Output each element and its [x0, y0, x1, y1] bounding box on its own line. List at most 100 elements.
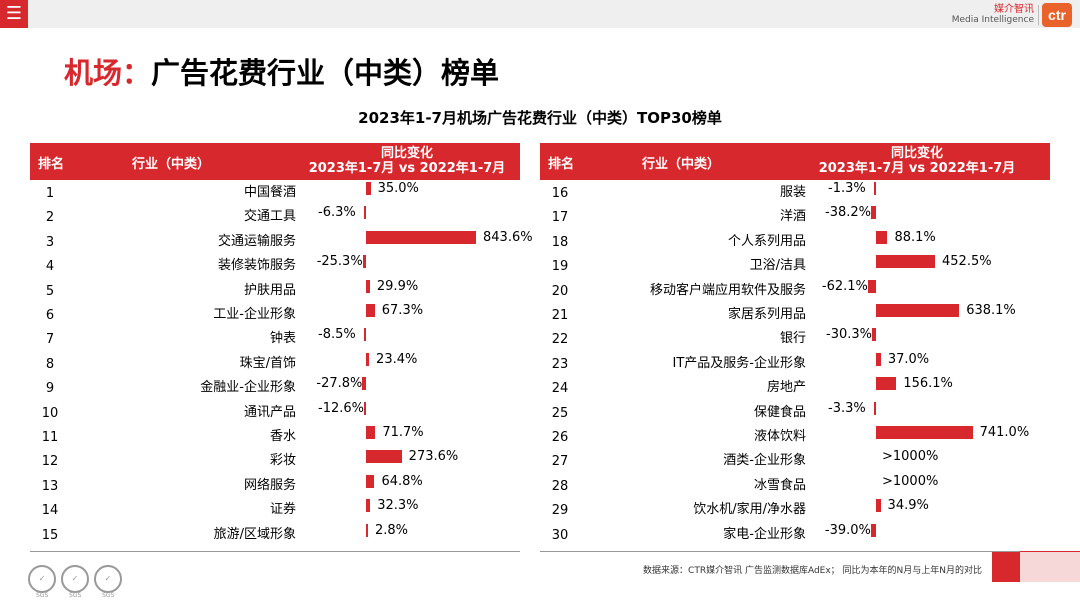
bar — [366, 426, 376, 439]
category-text: 交通运输服务 — [217, 233, 296, 249]
category-text: 通讯产品 — [243, 404, 296, 420]
bar — [876, 255, 935, 269]
rank-label: 13 — [30, 473, 70, 497]
bar — [876, 426, 973, 439]
rank-label: 15 — [30, 522, 70, 546]
rank-number: 26 — [551, 430, 569, 445]
bar — [871, 206, 876, 220]
category-text: 冰雪食品 — [753, 477, 806, 493]
top-bar: 媒介智讯 Media Intelligence ctr — [28, 0, 1080, 28]
rank-label: 26 — [540, 424, 580, 448]
value-label: -27.8% — [316, 376, 363, 392]
footer-red-block — [992, 552, 1020, 582]
rank-number: 7 — [45, 332, 55, 348]
category-label: 饮水机/家用/净水器 — [546, 497, 806, 521]
rank-label: 16 — [540, 180, 580, 204]
rank-label: 28 — [540, 473, 580, 497]
value-label: 2.8% — [375, 522, 409, 538]
value-label: -39.0% — [824, 522, 871, 538]
rank-label: 18 — [540, 229, 580, 253]
value-label: 67.3% — [381, 303, 424, 318]
rank-label: 29 — [540, 497, 580, 521]
category-label: 护肤用品 — [36, 278, 296, 302]
value-label: 35.0% — [377, 181, 419, 196]
bar — [876, 230, 888, 244]
category-label: 洋酒 — [546, 204, 806, 228]
bar — [366, 474, 375, 488]
certification-badge: ✓ — [94, 565, 122, 593]
category-label: 液体饮料 — [546, 424, 806, 448]
cert-label: SGS — [36, 592, 49, 599]
category-text: 香水 — [269, 429, 296, 444]
bar — [366, 523, 368, 537]
category-text: 彩妆 — [269, 453, 296, 469]
rank-label: 14 — [30, 497, 70, 521]
category-label: 冰雪食品 — [546, 473, 806, 497]
header-rank: 排名 — [548, 157, 575, 172]
category-text: 房地产 — [766, 380, 806, 396]
value-label: 32.3% — [377, 498, 419, 514]
bar — [366, 352, 370, 366]
value-label: 64.8% — [381, 473, 423, 489]
value-label: -38.2% — [825, 205, 872, 221]
value-label: -12.6% — [318, 400, 364, 416]
value-label: -1.3% — [828, 181, 866, 196]
bar — [362, 377, 366, 391]
value-label: 273.6% — [408, 449, 459, 465]
category-text: 旅游/区域形象 — [213, 526, 296, 542]
category-text: 家居系列用品 — [727, 307, 806, 322]
header-industry: 行业（中类） — [642, 157, 721, 172]
page-title-main: 广告花费行业（中类）榜单 — [151, 56, 500, 90]
header-change-line1: 同比变化 — [380, 146, 433, 161]
certification-badge: ✓ — [28, 565, 56, 593]
rank-number: 2 — [45, 210, 55, 226]
rank-number: 28 — [551, 478, 569, 494]
category-label: 珠宝/首饰 — [36, 351, 296, 375]
table-bottom-line-left — [30, 551, 520, 552]
logo-divider — [1038, 5, 1039, 25]
table-bottom-line-right — [540, 551, 1050, 552]
category-label: 工业-企业形象 — [36, 302, 296, 326]
category-text: 交通工具 — [243, 209, 296, 225]
rank-number: 30 — [551, 527, 569, 543]
category-text: 网络服务 — [243, 477, 296, 493]
rank-number: 19 — [551, 259, 569, 275]
rank-label: 17 — [540, 204, 580, 228]
value-label: -30.3% — [826, 327, 873, 343]
brand: 媒介智讯 Media Intelligence — [952, 4, 1034, 26]
bar — [366, 230, 476, 244]
rank-number: 16 — [551, 186, 569, 201]
value-label: 452.5% — [942, 254, 992, 270]
cert-label: SGS — [102, 592, 115, 599]
category-label: 房地产 — [546, 375, 806, 399]
category-label: 卫浴/洁具 — [546, 253, 806, 277]
rank-number: 6 — [45, 308, 55, 323]
rank-label: 7 — [30, 326, 70, 350]
category-label: 钟表 — [36, 326, 296, 350]
category-text: 卫浴/洁具 — [749, 258, 806, 274]
category-label: 彩妆 — [36, 448, 296, 472]
category-label: 保健食品 — [546, 400, 806, 424]
bar — [876, 304, 960, 317]
bar — [366, 450, 402, 464]
category-text: 洋酒 — [779, 209, 806, 225]
category-text: 工业-企业形象 — [213, 307, 296, 322]
table-header-right: 排名 行业（中类） 同比变化 2023年1-7月 vs 2022年1-7月 — [540, 143, 1050, 180]
rank-label: 23 — [540, 351, 580, 375]
header-change: 同比变化 2023年1-7月 vs 2022年1-7月 — [812, 146, 1022, 176]
rank-number: 17 — [551, 210, 569, 226]
rank-label: 6 — [30, 302, 70, 326]
rank-label: 21 — [540, 302, 580, 326]
category-label: 通讯产品 — [36, 400, 296, 424]
bar — [874, 182, 876, 195]
chart-title: 2023年1-7月机场广告花费行业（中类）TOP30榜单 — [358, 109, 722, 127]
menu-button[interactable]: ☰ — [0, 0, 28, 28]
rank-label: 9 — [30, 375, 70, 399]
rank-label: 25 — [540, 400, 580, 424]
category-label: 家居系列用品 — [546, 302, 806, 326]
rank-number: 29 — [551, 503, 569, 519]
category-text: 中国餐酒 — [243, 185, 296, 200]
rank-number: 8 — [45, 356, 55, 372]
rank-number: 11 — [41, 430, 59, 445]
hamburger-menu-icon: ☰ — [5, 3, 23, 24]
